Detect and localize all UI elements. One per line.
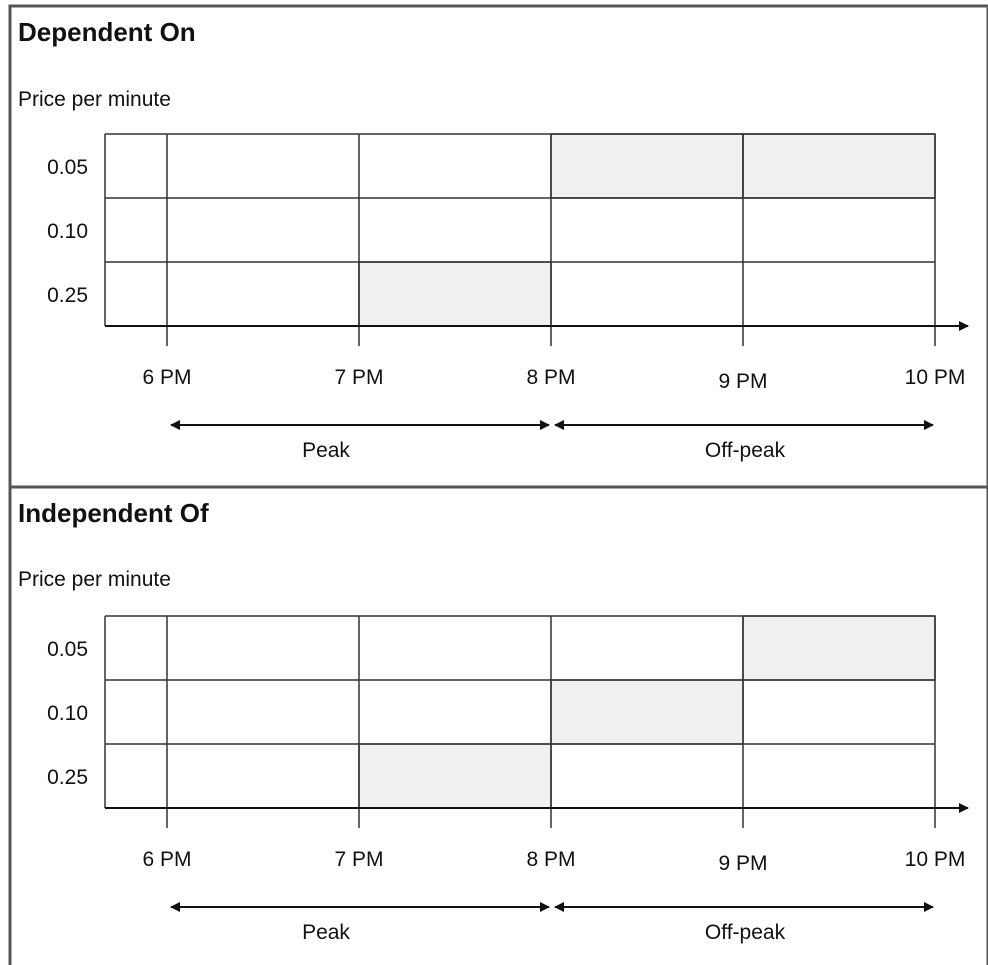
price-tick-label: 0.05 [47,638,88,661]
panel-dependent-on: Dependent On Price per minute 0.050.100.… [18,17,969,462]
price-tick-label: 0.10 [47,702,88,725]
price-cell-9pm-0.05 [742,133,936,199]
panel-frame [8,4,988,965]
time-tick-label: 8 PM [526,848,575,871]
time-tick-label: 10 PM [905,366,966,389]
time-tick-label: 9 PM [718,852,767,875]
price-time-grid: 0.05 0.10 0.25 6 PM 7 PM 8 PM 9 PM 10 PM Peak Off… [47,133,969,462]
panel-independent-of: Independent Of Price per minute 0.05 0.10… [18,498,969,944]
time-tick-label: 7 PM [334,848,383,871]
price-tick-label: 0.25 [47,284,88,307]
time-tick-label: 6 PM [142,848,191,871]
y-axis-label: Price per minute [18,568,171,591]
price-cell-9pm-0.05 [742,615,936,681]
price-time-grid: 0.05 0.10 0.25 6 PM 7 PM 8 PM 9 PM 10 PM Peak Off… [47,615,969,944]
panel-title: Independent Of [18,498,209,528]
y-axis-label: Price per minute [18,88,171,111]
time-tick-label: 7 PM [334,366,383,389]
price-cell-8pm-0.05 [550,133,744,199]
period-label: Peak [302,921,350,944]
period-label: Off-peak [705,921,786,944]
price-tick-label: 0.25 [47,766,88,789]
price-cell-8pm-0.10 [550,679,744,745]
panel-title: Dependent On [18,17,196,47]
price-cell-7pm-0.25 [358,261,552,327]
time-tick-label: 8 PM [526,366,575,389]
period-label: Off-peak [705,439,786,462]
time-tick-label: 9 PM [718,370,767,393]
time-tick-label: 10 PM [905,848,966,871]
price-tick-label: 0.05 [47,156,88,179]
time-tick-label: 6 PM [142,366,191,389]
period-label: Peak [302,439,350,462]
price-cell-7pm-0.25 [358,743,552,809]
price-tick-label: 0.10 [47,220,88,243]
